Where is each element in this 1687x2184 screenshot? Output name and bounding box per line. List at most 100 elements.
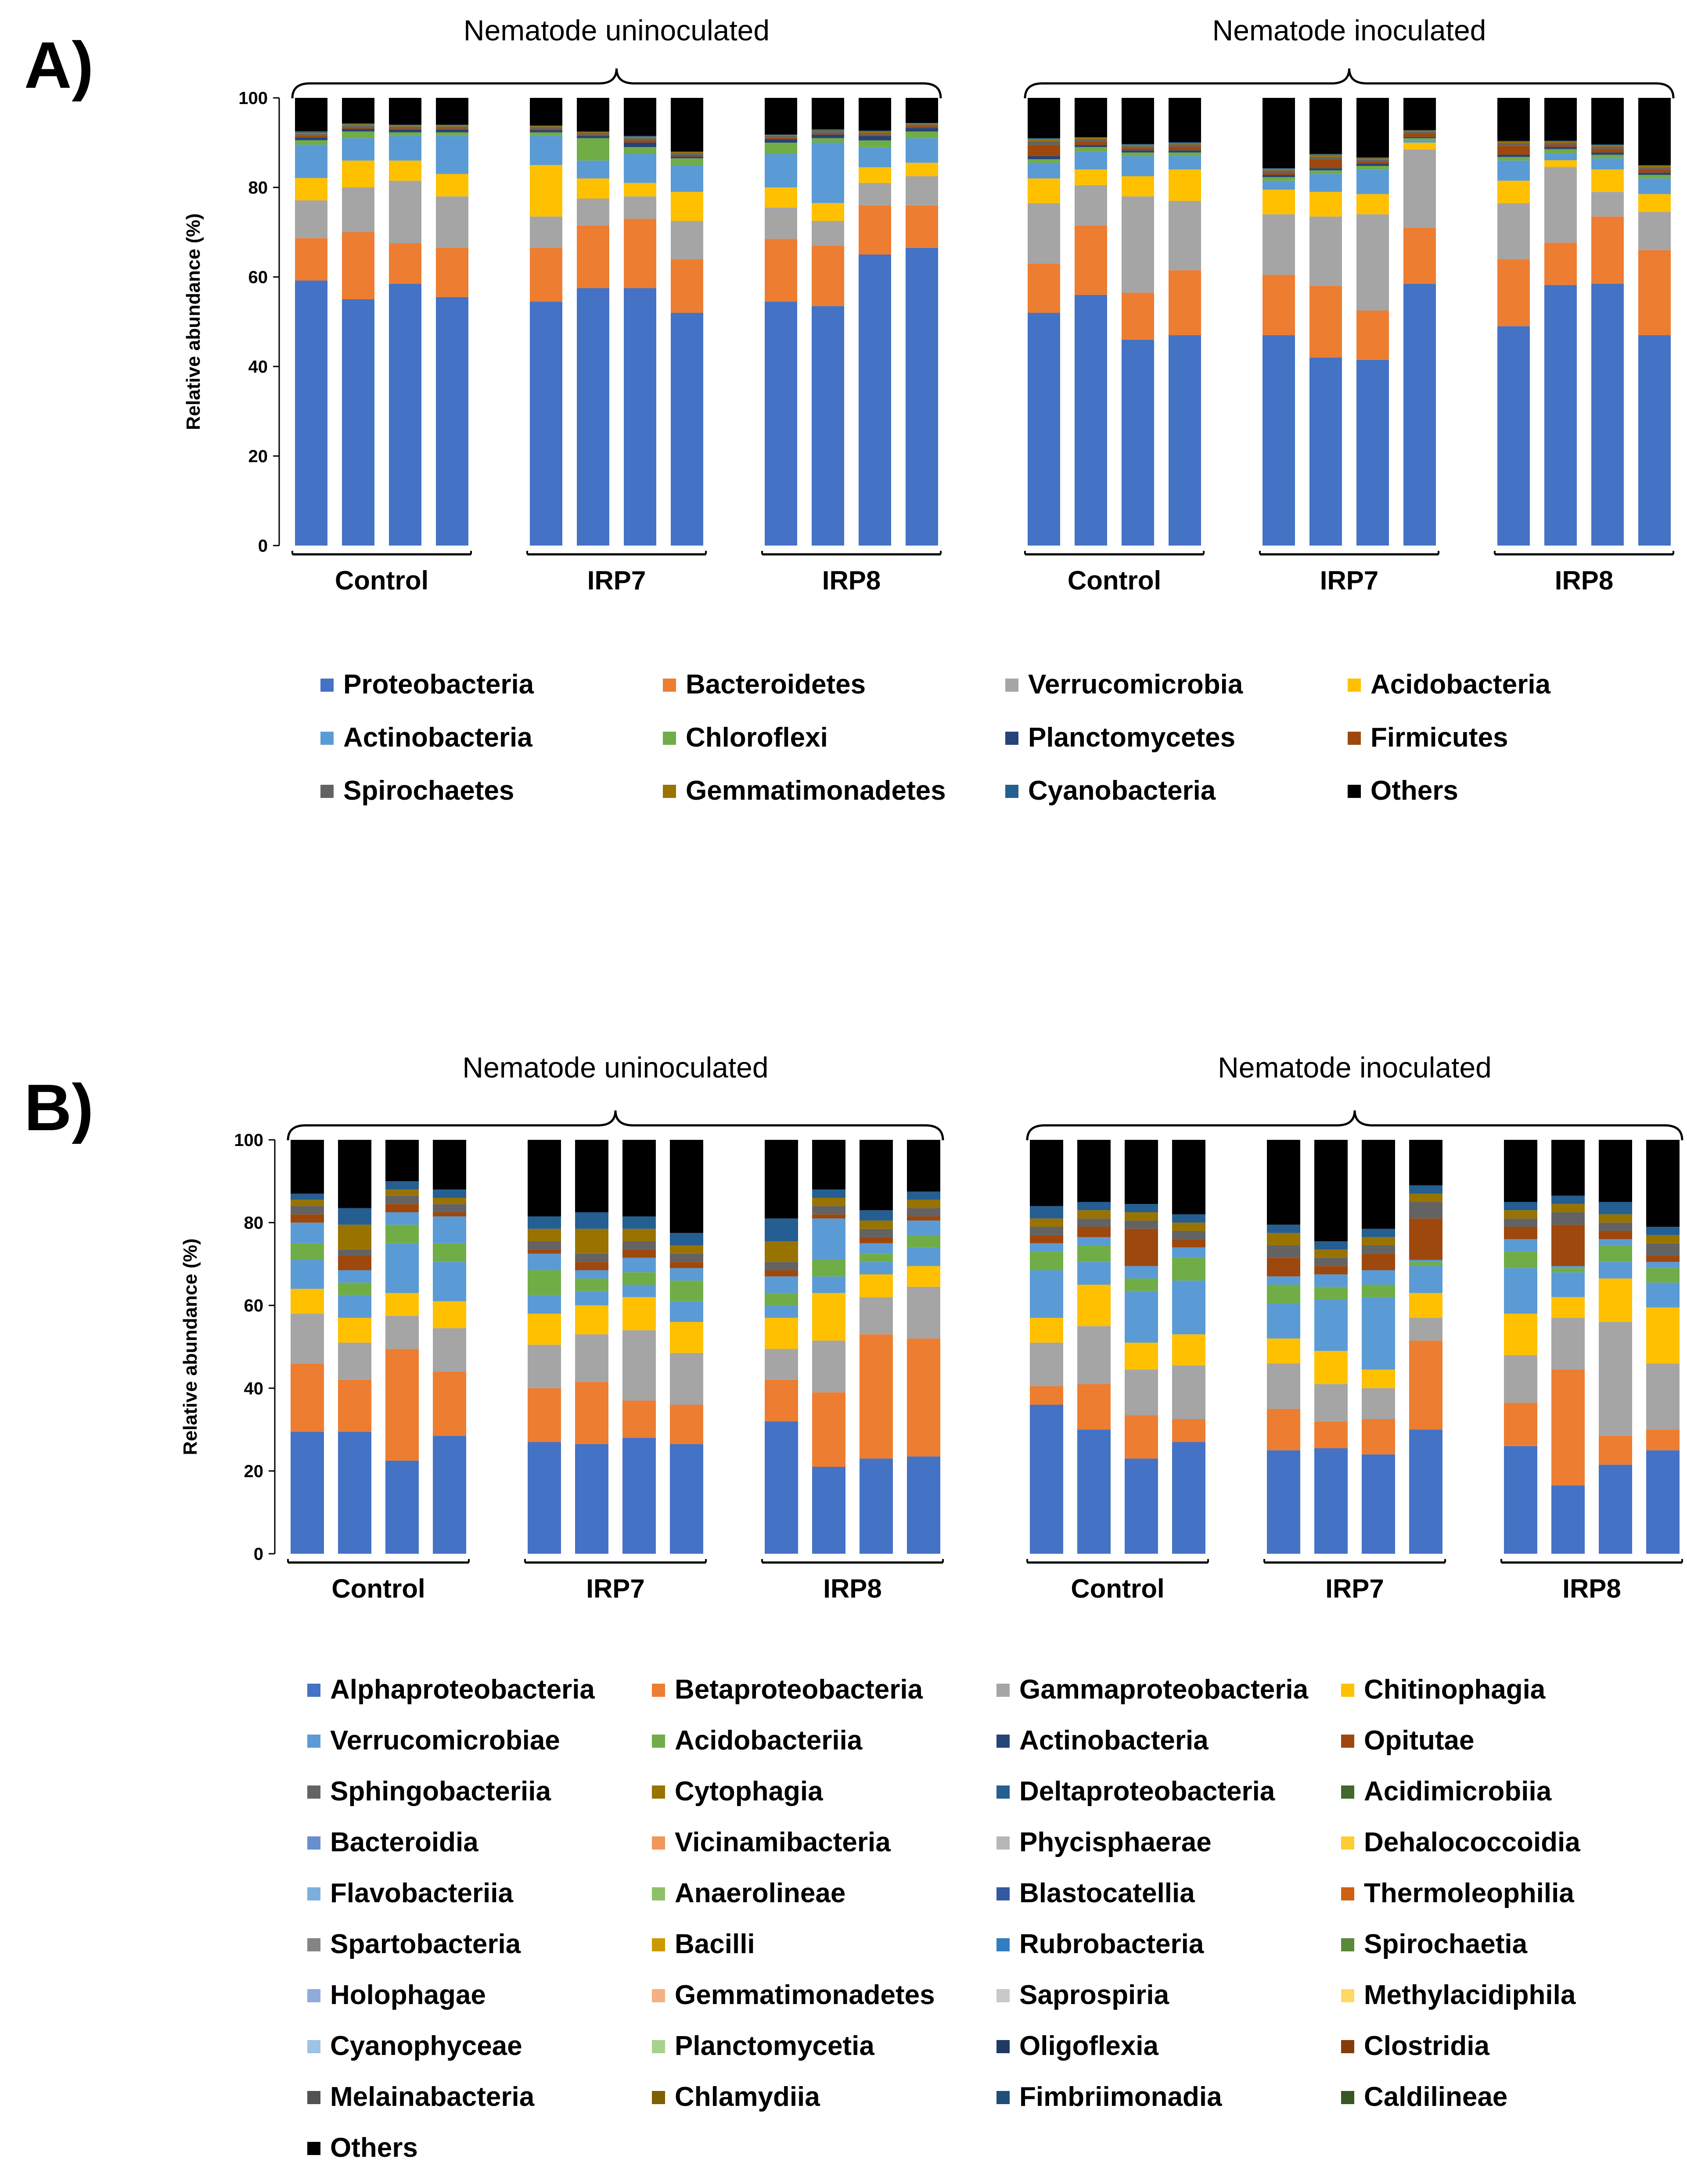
panel-a-bar-segment-actinobacteria — [577, 160, 609, 179]
panel-b-legend-label: Dehalococcoidia — [1364, 1827, 1580, 1857]
panel-a-bar-segment-verrucomicrobia — [765, 207, 797, 239]
panel-b-category-label: IRP8 — [823, 1574, 881, 1603]
panel-a-bar-segment-gemmatimonadetes — [389, 125, 421, 127]
panel-b-category-label: IRP7 — [586, 1574, 644, 1603]
panel-b-y-tick-label: 0 — [254, 1545, 263, 1564]
panel-a-bar-segment-verrucomicrobia — [577, 198, 609, 226]
panel-a-bar-segment-proteobacteria — [1263, 335, 1295, 546]
panel-a-bar-segment-proteobacteria — [1403, 284, 1436, 546]
panel-b-legend-swatch-cytophagia — [652, 1785, 665, 1799]
panel-b-legend-swatch-vicinamibacteria — [652, 1836, 665, 1850]
panel-a-bar-segment-bacteroidetes — [1403, 227, 1436, 284]
panel-b-bar-segment-acidobacteriia — [1267, 1285, 1300, 1304]
panel-b-legend-label: Cytophagia — [675, 1776, 823, 1807]
panel-b-bar-segment-acidobacteriia — [1030, 1251, 1063, 1271]
panel-b-bar-segment-actinobacteria — [1362, 1270, 1395, 1285]
panel-a-bar-segment-actinobacteria — [906, 138, 938, 163]
panel-a-bar-segment-others — [1309, 98, 1342, 154]
panel-b-bar-segment-cytophagia — [1599, 1214, 1632, 1223]
panel-a-bar-segment-verrucomicrobia — [624, 196, 656, 219]
panel-b-bar-segment-acidobacteriia — [575, 1278, 608, 1291]
panel-b-bar-segment-verrucomicrobiae — [575, 1291, 608, 1306]
panel-a-legend-swatch-gemmatimonadetes — [663, 785, 676, 798]
panel-a-legend-swatch-bacteroidetes — [663, 679, 676, 692]
panel-b-legend-label: Vicinamibacteria — [675, 1827, 891, 1857]
panel-b-bar-segment-sphingobacteriia — [765, 1262, 798, 1271]
panel-b-bar-segment-betaproteobacteria — [1077, 1384, 1111, 1430]
panel-a-bar-segment-firmicutes — [295, 136, 327, 138]
panel-a-bar-segment-actinobacteria — [1122, 156, 1154, 176]
panel-b-bar-segment-deltaproteobacteria — [1409, 1185, 1442, 1194]
panel-a-bar-segment-cyanobacteria — [1169, 142, 1201, 144]
panel-b-legend-label: Chlamydiia — [675, 2082, 820, 2112]
panel-b-legend-label: Flavobacteriia — [330, 1878, 513, 1908]
panel-a-bar-segment-bacteroidetes — [812, 245, 844, 306]
panel-a-category-bracket-end — [761, 551, 942, 554]
panel-b-bar-segment-verrucomicrobiae — [1409, 1266, 1442, 1293]
panel-a-bar-segment-chloroflexi — [1169, 152, 1201, 156]
panel-a-bar-segment-cyanobacteria — [624, 136, 656, 137]
panel-b-category-label: IRP7 — [1325, 1574, 1384, 1603]
panel-b-legend-swatch-chitinophagia — [1341, 1684, 1354, 1697]
panel-b-bar-segment-chitinophagia — [291, 1289, 324, 1314]
panel-b-bar-segment-deltaproteobacteria — [1314, 1241, 1348, 1250]
panel-b-bar-segment-cytophagia — [860, 1220, 893, 1229]
panel-b-bar-segment-verrucomicrobiae — [812, 1276, 845, 1293]
panel-a-bar-segment-gemmatimonadetes — [1497, 141, 1530, 144]
panel-a-bar-segment-gemmatimonadetes — [530, 126, 562, 127]
panel-a-legend-swatch-verrucomicrobia — [1005, 679, 1018, 692]
panel-a-bar-segment-bacteroidetes — [765, 239, 797, 302]
panel-b-bar-segment-acidobacteriia — [385, 1225, 419, 1243]
panel-b-category-bracket-end — [1500, 1559, 1683, 1563]
panel-b-bar-segment-cytophagia — [1409, 1193, 1442, 1202]
panel-a-bar-segment-verrucomicrobia — [671, 221, 703, 259]
panel-b-bar-segment-cytophagia — [1125, 1212, 1158, 1221]
panel-b-bar-segment-others — [1551, 1140, 1585, 1196]
panel-b-bar-segment-verrucomicrobiae — [1030, 1270, 1063, 1318]
panel-b-bar-segment-actinobacteria — [670, 1268, 703, 1281]
panel-b-bar-segment-gammaproteobacteria — [1409, 1318, 1442, 1341]
panel-a-bar-segment-planctomycetes — [389, 129, 421, 133]
panel-b-bar-segment-sphingobacteriia — [1551, 1212, 1585, 1225]
panel-b-bar-segment-opitutae — [575, 1262, 608, 1271]
panel-a-bar-segment-planctomycetes — [1591, 152, 1624, 155]
panel-a-legend-swatch-actinobacteria — [320, 732, 334, 745]
panel-a-bar-segment-chloroflexi — [530, 132, 562, 136]
panel-b-bar-segment-deltaproteobacteria — [1030, 1206, 1063, 1219]
panel-a-category-label: Control — [335, 566, 428, 595]
panel-b-bar-segment-cytophagia — [528, 1228, 561, 1242]
panel-b-bar-segment-sphingobacteriia — [291, 1206, 324, 1214]
panel-b-bar-segment-others — [765, 1140, 798, 1219]
panel-a-bar-segment-others — [624, 98, 656, 136]
panel-b-bar-segment-deltaproteobacteria — [1125, 1204, 1158, 1213]
panel-b-y-tick-label: 40 — [244, 1379, 264, 1398]
panel-b-bar-segment-deltaproteobacteria — [528, 1216, 561, 1229]
panel-b-bar-segment-deltaproteobacteria — [812, 1189, 845, 1198]
panel-a-bar-segment-cyanobacteria — [1544, 140, 1577, 142]
panel-b-bar-segment-opitutae — [1172, 1239, 1205, 1248]
panel-b-legend-swatch-flavobacteriia — [307, 1887, 320, 1900]
panel-a-bar-segment-chloroflexi — [1497, 157, 1530, 161]
panel-a-bar-segment-acidobacteria — [1591, 169, 1624, 192]
panel-b-bar-segment-cytophagia — [1172, 1222, 1205, 1231]
panel-b-legend-swatch-acidobacteriia — [652, 1735, 665, 1748]
panel-b-legend-label: Chitinophagia — [1364, 1674, 1546, 1705]
panel-b-legend-label: Saprospiria — [1019, 1980, 1169, 2010]
panel-b-bar-segment-gammaproteobacteria — [1125, 1369, 1158, 1415]
panel-a-bar-segment-gemmatimonadetes — [342, 124, 374, 126]
panel-b-bar-segment-actinobacteria — [1646, 1262, 1680, 1268]
panel-b-bar-segment-verrucomicrobiae — [1267, 1303, 1300, 1339]
panel-b-y-tick-label: 100 — [234, 1131, 263, 1150]
panel-a-bar-segment-others — [1356, 98, 1389, 158]
panel-b-bar-segment-deltaproteobacteria — [765, 1218, 798, 1242]
panel-b-bar-segment-chitinophagia — [670, 1322, 703, 1353]
panel-b-bar-segment-others — [1125, 1140, 1158, 1204]
panel-a-bar-segment-planctomycetes — [1028, 156, 1060, 159]
panel-b-legend-swatch-holophagae — [307, 1989, 320, 2002]
panel-b-legend-label: Actinobacteria — [1019, 1725, 1209, 1756]
panel-b-bar-segment-others — [575, 1140, 608, 1213]
panel-a-bar-segment-cyanobacteria — [295, 131, 327, 133]
panel-b-bar-segment-betaproteobacteria — [1599, 1436, 1632, 1465]
panel-a-legend-label: Actinobacteria — [343, 722, 532, 753]
panel-a-bar-segment-proteobacteria — [342, 299, 374, 546]
